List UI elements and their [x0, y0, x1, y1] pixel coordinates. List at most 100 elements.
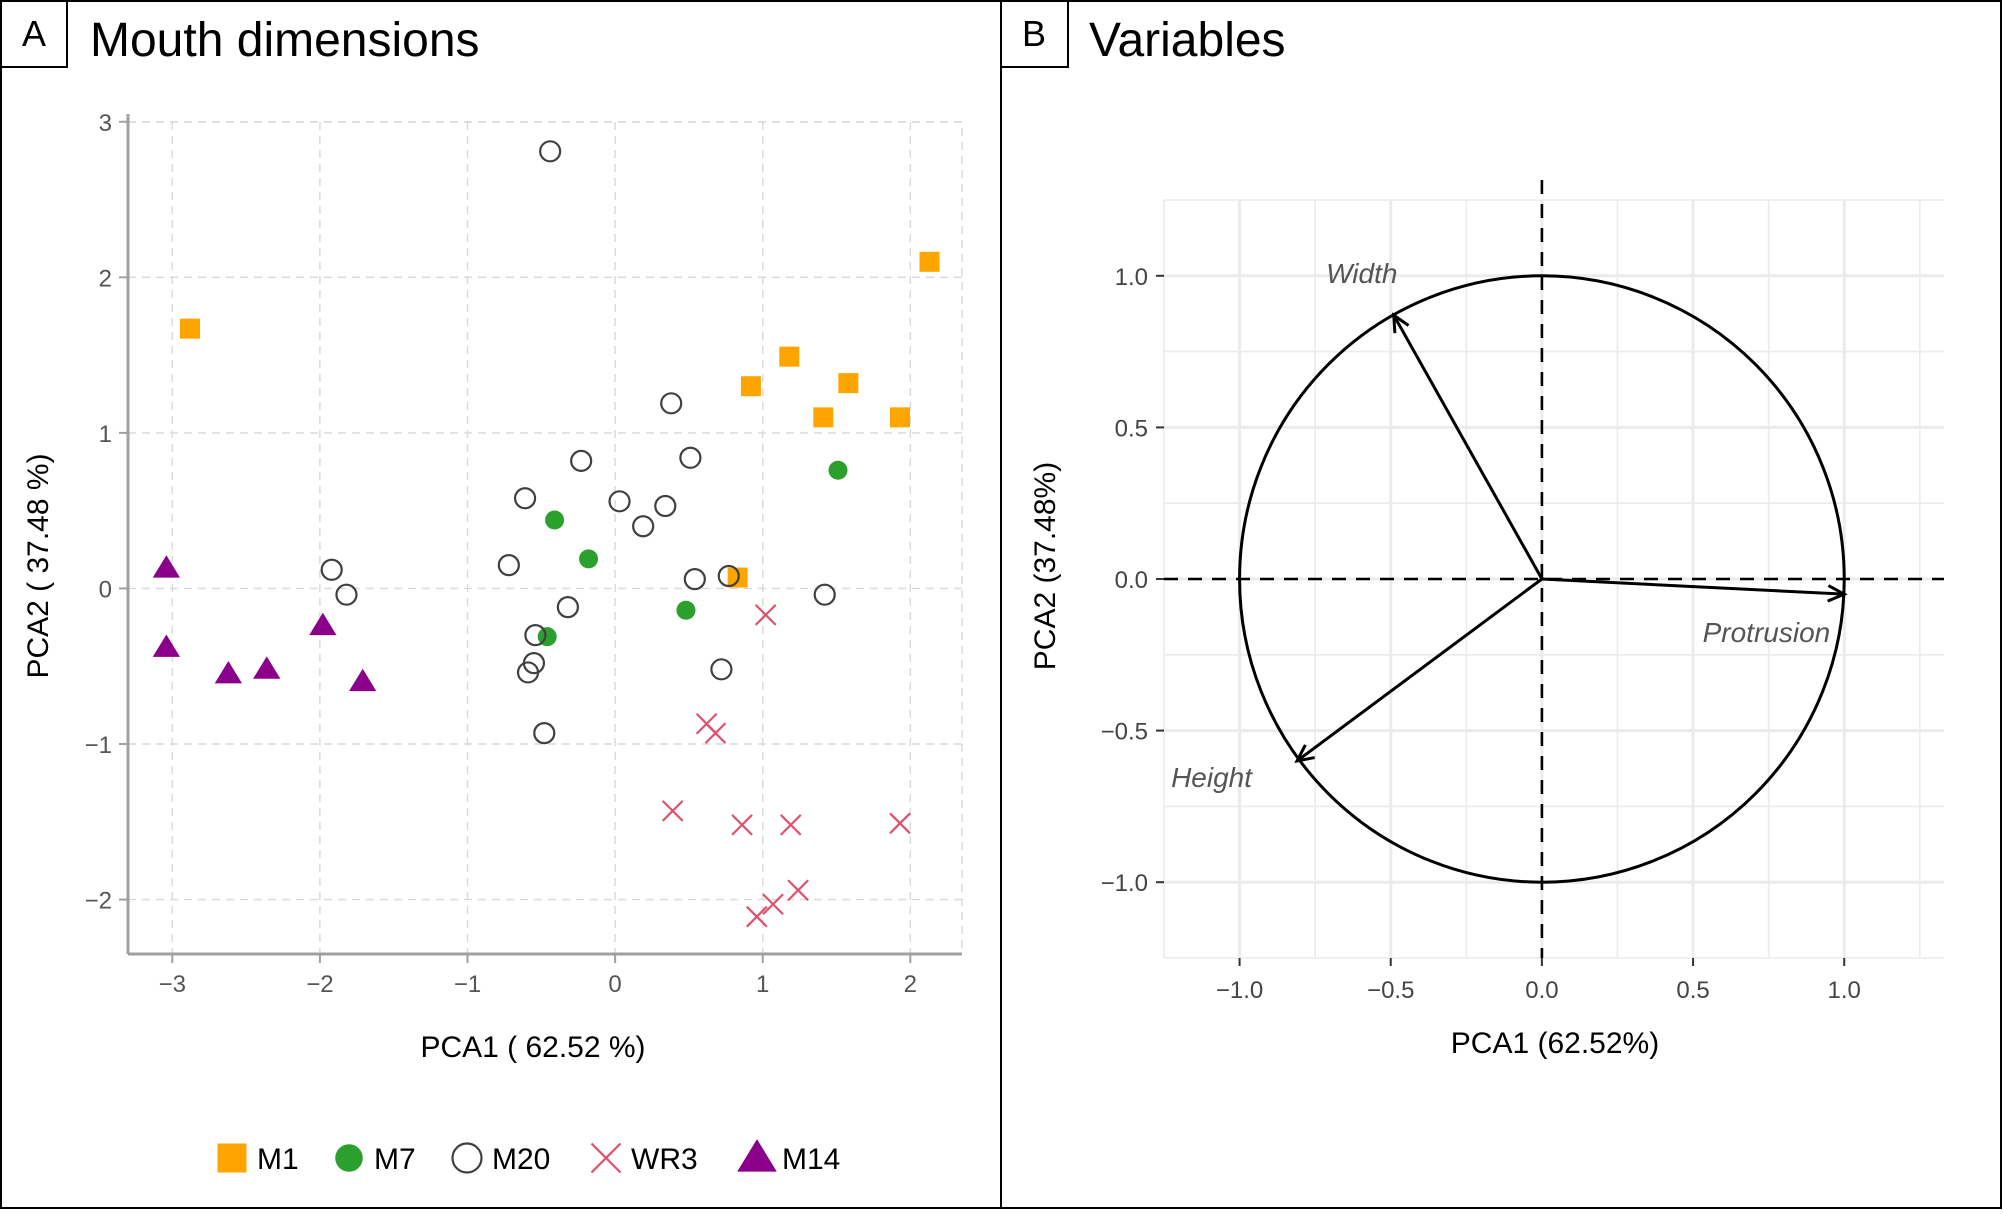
- data-point-m20: [608, 490, 631, 513]
- data-point-m7: [545, 510, 565, 530]
- vector-width: [1392, 314, 1544, 580]
- data-point-wr3: [779, 814, 802, 836]
- data-point-m1: [179, 318, 200, 339]
- data-point-m1: [838, 373, 859, 394]
- data-point-m14: [253, 656, 281, 679]
- x-tick-label: 0.5: [1676, 977, 1709, 1004]
- data-point-wr3: [746, 905, 768, 928]
- data-point-m7: [676, 600, 696, 620]
- vector-arrowhead-protrusion: [1827, 584, 1848, 603]
- data-point-m20: [660, 392, 683, 415]
- legend-key-m1: [217, 1143, 247, 1173]
- legend-label-m14: M14: [782, 1143, 840, 1176]
- panel-a-border: [0, 0, 1002, 1209]
- vector-height: [1296, 577, 1543, 763]
- data-point-wr3: [754, 604, 777, 626]
- legend-key-m20: [451, 1142, 483, 1174]
- data-point-m20: [539, 140, 562, 163]
- data-point-m14: [214, 661, 243, 684]
- y-tick-label: 0.5: [1115, 415, 1148, 442]
- data-point-wr3: [889, 812, 911, 835]
- panel-b-label: B: [1022, 13, 1046, 54]
- panel-b-border: [1000, 0, 2002, 1209]
- data-point-m20: [533, 722, 556, 745]
- panel-b-y-axis-label: PCA2 (37.48%): [1029, 462, 1062, 670]
- panel-b-x-axis-label: PCA1 (62.52%): [1451, 1027, 1659, 1060]
- panel-a-y-axis-label: PCA2 ( 37.48 %): [22, 453, 55, 678]
- panel-b: B Variables −1.0 −0.5 0.0 0.5 1.0 −1.0 −0.5 0.0…: [1000, 0, 2002, 1209]
- panel-a-label-box: [0, 0, 68, 68]
- data-point-m14: [309, 612, 337, 636]
- data-point-m20: [570, 449, 593, 472]
- y-tick-label: −1.0: [1101, 870, 1148, 897]
- legend-label-m1: M1: [257, 1143, 299, 1176]
- x-tick-label: −3: [159, 971, 186, 998]
- data-point-m14: [349, 668, 377, 692]
- data-point-m20: [632, 515, 655, 538]
- data-point-m1: [813, 407, 834, 428]
- y-tick-label: 3: [99, 110, 112, 137]
- panel-b-axes: −1.0 −0.5 0.0 0.5 1.0 −1.0 −0.5 0.0 0.5 1.0: [1101, 180, 1944, 1004]
- legend: M1 M7 M20 WR3 M14: [217, 1139, 840, 1176]
- vector-label-height: Height: [1171, 762, 1253, 793]
- data-point-wr3: [661, 800, 684, 822]
- x-tick-label: 0: [608, 971, 621, 998]
- legend-key-m14: [737, 1139, 777, 1172]
- x-tick-label: −0.5: [1367, 977, 1414, 1004]
- data-point-m1: [919, 251, 940, 272]
- data-point-wr3: [731, 814, 753, 836]
- y-tick-label: −1: [85, 732, 112, 759]
- vector-label-protrusion: Protrusion: [1703, 617, 1831, 648]
- vector-protrusion: [1541, 577, 1845, 596]
- legend-label-wr3: WR3: [631, 1143, 698, 1176]
- vector-arrowhead-width: [1392, 312, 1410, 334]
- legend-key-wr3: [590, 1142, 622, 1174]
- correlation-circle: [1238, 274, 1846, 884]
- data-point-m20: [717, 564, 740, 588]
- y-tick-label: 1.0: [1115, 264, 1148, 291]
- panel-a-label: A: [22, 13, 46, 54]
- x-tick-label: −2: [306, 971, 333, 998]
- x-tick-label: 1.0: [1828, 977, 1861, 1004]
- data-point-m20: [497, 554, 520, 577]
- data-point-m20: [683, 568, 706, 591]
- x-tick-label: −1: [454, 971, 481, 998]
- data-point-m7: [579, 549, 599, 569]
- y-tick-label: −2: [85, 888, 112, 915]
- y-tick-label: 0.0: [1115, 567, 1148, 594]
- panel-a-x-axis-label: PCA1 ( 62.52 %): [420, 1031, 645, 1064]
- data-point-m20: [524, 624, 547, 647]
- legend-key-m7: [335, 1144, 363, 1172]
- legend-label-m7: M7: [374, 1143, 416, 1176]
- x-tick-label: 1: [756, 971, 769, 998]
- data-point-wr3: [704, 722, 727, 744]
- data-point-m20: [556, 596, 579, 619]
- vector-arrowhead-height: [1294, 744, 1315, 763]
- data-point-wr3: [762, 893, 784, 915]
- y-tick-label: −0.5: [1101, 719, 1148, 746]
- panel-a-points: [152, 140, 940, 928]
- data-point-m14: [152, 555, 181, 578]
- panel-b-title: Variables: [1089, 14, 1286, 67]
- data-point-m20: [679, 446, 702, 469]
- panel-b-vectors: Width Protrusion Height: [1171, 258, 1848, 793]
- x-tick-label: 0.0: [1525, 977, 1558, 1004]
- panel-a-axes: −3 −2 −1 0 1 2 −2 −1 0 1 2 3: [85, 110, 962, 998]
- data-point-m1: [740, 376, 761, 397]
- data-point-m20: [813, 583, 836, 606]
- data-point-m1: [779, 346, 800, 367]
- y-tick-label: 2: [99, 265, 112, 292]
- data-point-m20: [654, 494, 677, 518]
- panel-b-label-box: [1000, 0, 1069, 68]
- y-tick-label: 0: [99, 576, 112, 603]
- y-tick-label: 1: [99, 421, 112, 448]
- data-point-wr3: [787, 879, 809, 901]
- data-point-m7: [828, 460, 848, 480]
- data-point-m20: [710, 658, 733, 681]
- panel-a: A Mouth dimensions −3 −2 −1 0 1 2 −2 −1 0 1 2 3 PCA…: [0, 0, 1002, 1209]
- data-point-m20: [335, 583, 358, 606]
- vector-label-width: Width: [1326, 258, 1397, 289]
- x-tick-label: −1.0: [1216, 977, 1263, 1004]
